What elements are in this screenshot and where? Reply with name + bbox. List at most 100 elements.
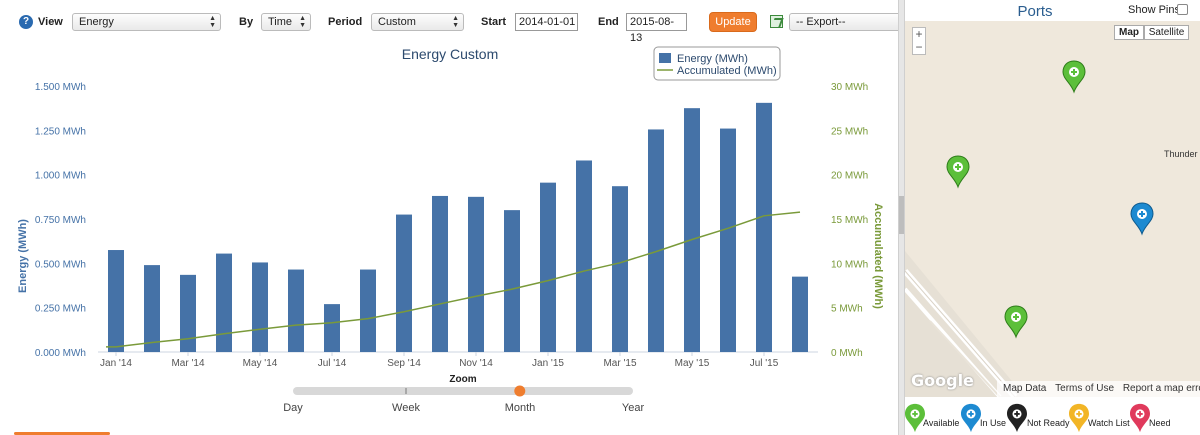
- pin-not-ready-icon: [1007, 403, 1027, 433]
- report-map-error-link[interactable]: Report a map error: [1122, 383, 1200, 394]
- zoom-handle[interactable]: [514, 385, 526, 397]
- energy-bar[interactable]: [540, 182, 556, 352]
- energy-bar[interactable]: [720, 128, 736, 352]
- map-zoom-out-button[interactable]: −: [915, 40, 923, 54]
- period-label: Period: [328, 16, 363, 28]
- excel-export-icon[interactable]: [770, 15, 783, 28]
- by-select[interactable]: Time ▲ ▼: [261, 13, 311, 31]
- show-pins-checkbox[interactable]: [1177, 4, 1188, 15]
- legend-box: [653, 46, 781, 81]
- energy-bar[interactable]: [648, 129, 664, 352]
- energy-bar[interactable]: [216, 253, 232, 352]
- export-select-value: -- Export--: [796, 16, 846, 28]
- map-type-satellite-button[interactable]: Satellite: [1144, 25, 1189, 40]
- zoom-option-year[interactable]: Year: [622, 402, 645, 414]
- map-zoom-control: + −: [912, 27, 926, 55]
- y-left-tick-label: 0.250 MWh: [35, 304, 86, 315]
- chart-legend: Energy (MWh) Accumulated (MWh): [653, 46, 781, 81]
- y-left-tick-label: 0.750 MWh: [35, 215, 86, 226]
- end-date-input[interactable]: 2015-08-13: [626, 13, 687, 44]
- end-label: End: [598, 16, 619, 28]
- map-zoom-in-button[interactable]: +: [915, 27, 923, 41]
- google-logo: Google: [911, 371, 974, 390]
- view-label: View: [38, 16, 63, 28]
- period-select-value: Custom: [378, 16, 416, 28]
- by-select-value: Time: [268, 16, 293, 28]
- energy-bar[interactable]: [144, 265, 160, 352]
- x-tick-label: Mar '14: [171, 358, 204, 369]
- export-select[interactable]: -- Export--: [789, 13, 901, 31]
- legend-watch-list-label: Watch List: [1088, 418, 1130, 428]
- bottom-tab-indicator: [14, 432, 110, 435]
- zoom-track[interactable]: [293, 387, 633, 395]
- map-pins: [946, 60, 1154, 339]
- x-tick-label: Sep '14: [387, 358, 421, 369]
- map-pin-in-use[interactable]: [1130, 202, 1154, 236]
- pin-watch-list-icon: [1069, 403, 1089, 433]
- pin-need-icon: [1130, 403, 1150, 433]
- terms-of-use-link[interactable]: Terms of Use: [1055, 383, 1115, 394]
- y-right-tick-label: 25 MWh: [831, 126, 868, 137]
- y-right-axis-label: Accumulated (MWh): [872, 203, 884, 309]
- x-axis: Jan '14 Mar '14 May '14 Jul '14 Sep '14 Nov '…: [100, 352, 779, 369]
- y-right-tick-label: 20 MWh: [831, 171, 868, 182]
- map-panel: Ports Show Pins + − Map Satellite Thunde…: [905, 0, 1200, 435]
- y-left-axis-label: Energy (MWh): [17, 219, 29, 293]
- map-type-map-button[interactable]: Map: [1114, 25, 1144, 40]
- start-label: Start: [481, 16, 507, 28]
- select-arrows-icon: ▲ ▼: [452, 15, 459, 29]
- energy-bar[interactable]: [108, 250, 124, 352]
- accumulated-line: [106, 211, 801, 348]
- energy-bar[interactable]: [792, 276, 808, 352]
- help-icon[interactable]: ?: [19, 15, 33, 29]
- energy-bar[interactable]: [576, 160, 592, 352]
- zoom-option-week[interactable]: Week: [392, 402, 420, 414]
- energy-bar[interactable]: [612, 186, 628, 352]
- map-canvas[interactable]: + − Map Satellite Thunder: [905, 21, 1200, 397]
- energy-bar[interactable]: [504, 210, 520, 352]
- energy-bar[interactable]: [180, 274, 196, 352]
- energy-bar[interactable]: [468, 196, 484, 352]
- energy-bar[interactable]: [432, 195, 448, 352]
- legend-bar-swatch: [659, 53, 671, 63]
- view-select[interactable]: Energy ▲ ▼: [72, 13, 221, 31]
- energy-bar[interactable]: [756, 102, 772, 352]
- y-left-axis: 0.000 MWh 0.250 MWh 0.500 MWh 0.750 MWh 1.00…: [35, 82, 86, 359]
- y-left-tick-label: 1.000 MWh: [35, 171, 86, 182]
- map-roads: [905, 21, 1200, 397]
- legend-need-label: Need: [1149, 418, 1171, 428]
- select-arrows-icon: ▲ ▼: [299, 15, 306, 29]
- energy-bar[interactable]: [396, 214, 412, 352]
- map-pin-available[interactable]: [946, 155, 970, 189]
- period-select[interactable]: Custom ▲ ▼: [371, 13, 464, 31]
- zoom-label: Zoom: [449, 374, 476, 385]
- y-right-tick-label: 15 MWh: [831, 215, 868, 226]
- energy-bar[interactable]: [360, 269, 376, 352]
- y-right-axis: 0 MWh 5 MWh 10 MWh 15 MWh 20 MWh 25 MWh 30 MWh: [831, 82, 868, 359]
- pin-available-icon: [905, 403, 925, 433]
- zoom-option-month[interactable]: Month: [505, 402, 536, 414]
- select-arrows-icon: ▲ ▼: [209, 15, 216, 29]
- energy-bar[interactable]: [684, 108, 700, 353]
- x-tick-label: Jan '15: [532, 358, 564, 369]
- map-pin-available[interactable]: [1004, 305, 1028, 339]
- legend-in-use-label: In Use: [980, 418, 1007, 428]
- energy-bar[interactable]: [288, 269, 304, 352]
- zoom-option-day[interactable]: Day: [283, 402, 303, 414]
- splitter-handle[interactable]: [899, 196, 904, 234]
- pin-in-use-icon: [961, 403, 981, 433]
- energy-bar[interactable]: [252, 262, 268, 352]
- y-left-tick-label: 1.250 MWh: [35, 126, 86, 137]
- update-button[interactable]: Update: [709, 12, 757, 32]
- x-tick-label: Jul '15: [750, 358, 779, 369]
- by-label: By: [239, 16, 254, 28]
- start-date-input[interactable]: 2014-01-01: [515, 13, 578, 31]
- map-data-link[interactable]: Map Data: [1003, 383, 1047, 394]
- show-pins-label: Show Pins: [1128, 4, 1180, 16]
- energy-bar[interactable]: [324, 304, 340, 352]
- x-tick-label: Mar '15: [603, 358, 636, 369]
- y-right-tick-label: 5 MWh: [831, 304, 863, 315]
- pin-legend: Available In Use Not Ready: [905, 401, 1200, 435]
- map-pin-available[interactable]: [1062, 60, 1086, 94]
